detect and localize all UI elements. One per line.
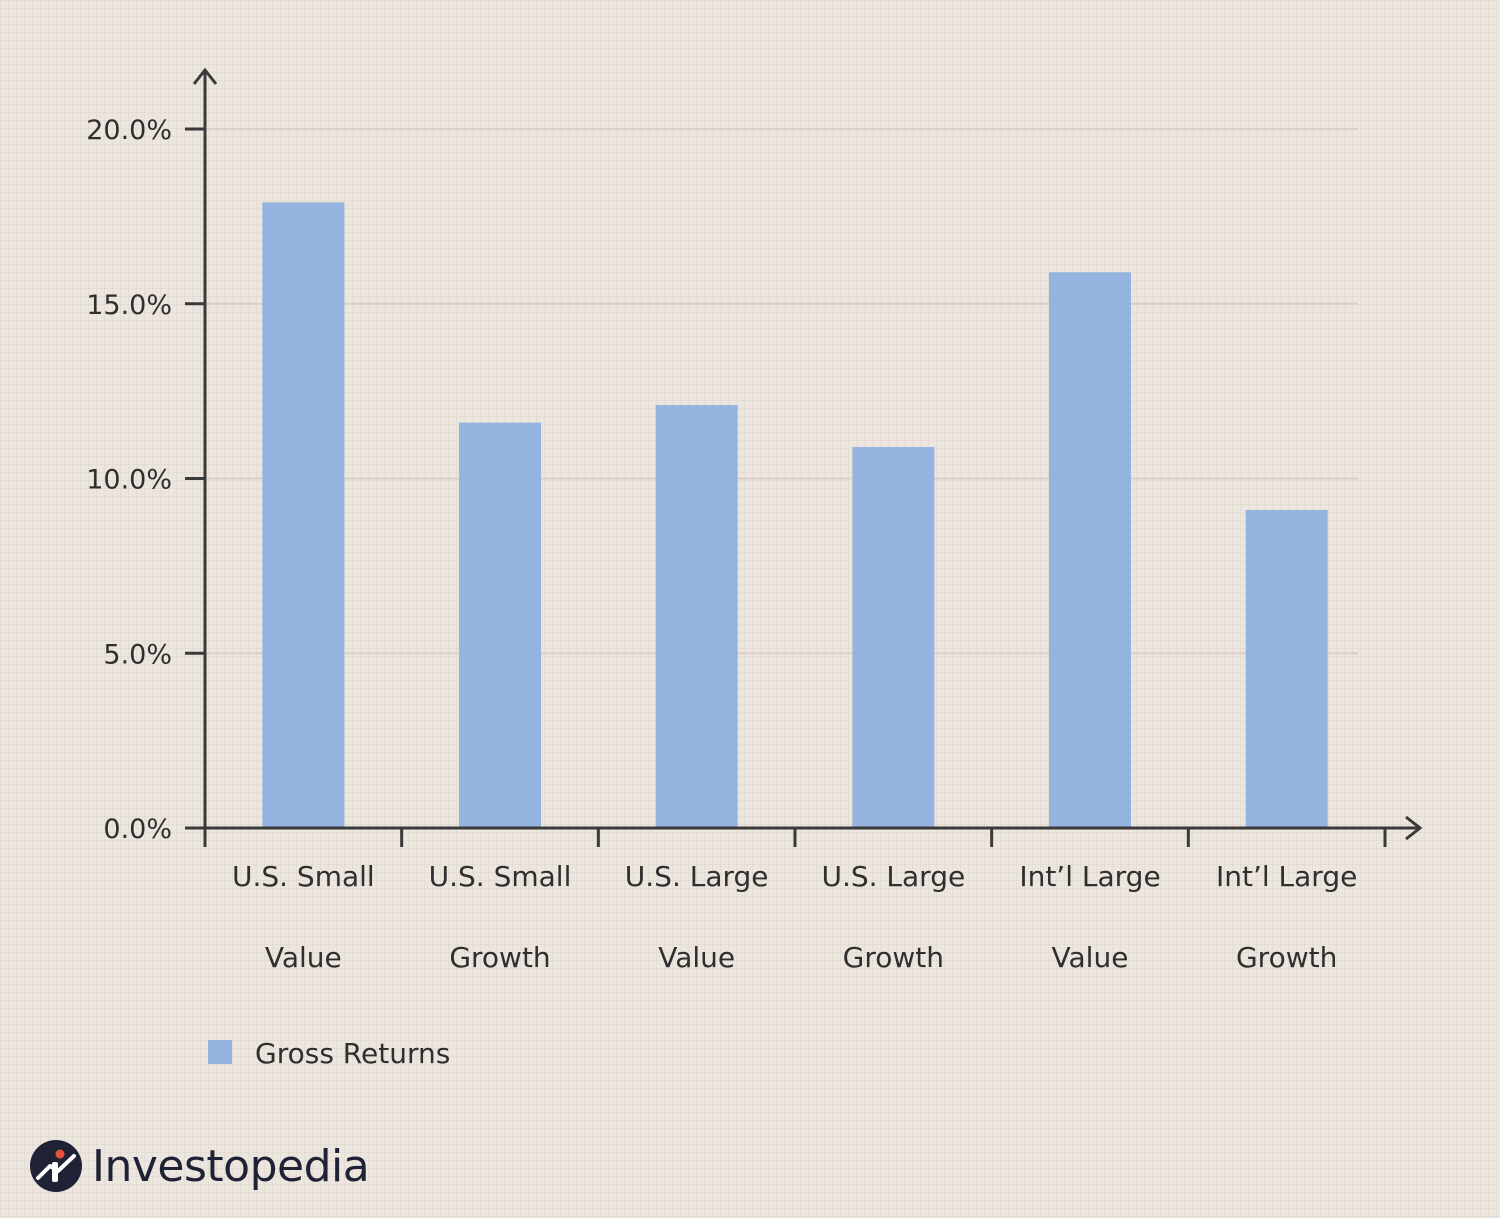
x-category-label-line2: Value: [1052, 941, 1129, 974]
y-tick-label: 15.0%: [86, 290, 172, 321]
bar: [852, 447, 935, 828]
x-category-label-line1: U.S. Small: [232, 860, 375, 893]
x-category-label-line2: Growth: [1236, 941, 1337, 974]
bar: [459, 422, 541, 828]
logo-text: Investopedia: [92, 1140, 370, 1192]
category-labels: U.S. Small Value U.S. Small Growth U.S. Larg…: [232, 860, 1357, 974]
bar: [262, 202, 345, 828]
x-axis-arrow: [1405, 815, 1423, 841]
y-tick-label: 20.0%: [86, 115, 172, 146]
legend-swatch: [208, 1040, 232, 1064]
y-ticks: 0.0% 5.0% 10.0% 15.0% 20.0%: [86, 115, 205, 845]
x-category-label-line1: U.S. Large: [625, 860, 769, 893]
x-category-label-line1: Int’l Large: [1216, 860, 1357, 893]
x-category-label-line1: U.S. Small: [429, 860, 572, 893]
x-category-label-line2: Value: [265, 941, 342, 974]
x-category-label-line2: Value: [658, 941, 735, 974]
y-tick-label: 5.0%: [103, 639, 172, 670]
investopedia-logo-icon: [30, 1140, 82, 1192]
bar: [655, 405, 738, 828]
y-tick-label: 0.0%: [103, 814, 172, 845]
bar: [1049, 272, 1131, 828]
legend-label: Gross Returns: [255, 1037, 450, 1070]
y-axis-arrow: [192, 67, 218, 85]
x-ticks: [203, 828, 1387, 847]
x-category-label-line2: Growth: [843, 941, 944, 974]
y-tick-label: 10.0%: [86, 465, 172, 496]
bar: [1245, 509, 1328, 828]
x-category-label-line1: Int’l Large: [1019, 860, 1160, 893]
grid-lines: [205, 128, 1358, 655]
legend: Gross Returns: [208, 1037, 450, 1070]
axes: [192, 67, 1423, 841]
investopedia-logo: Investopedia: [28, 1136, 370, 1196]
x-category-label-line1: U.S. Large: [821, 860, 965, 893]
bars: [262, 202, 1328, 828]
x-category-label-line2: Growth: [449, 941, 550, 974]
